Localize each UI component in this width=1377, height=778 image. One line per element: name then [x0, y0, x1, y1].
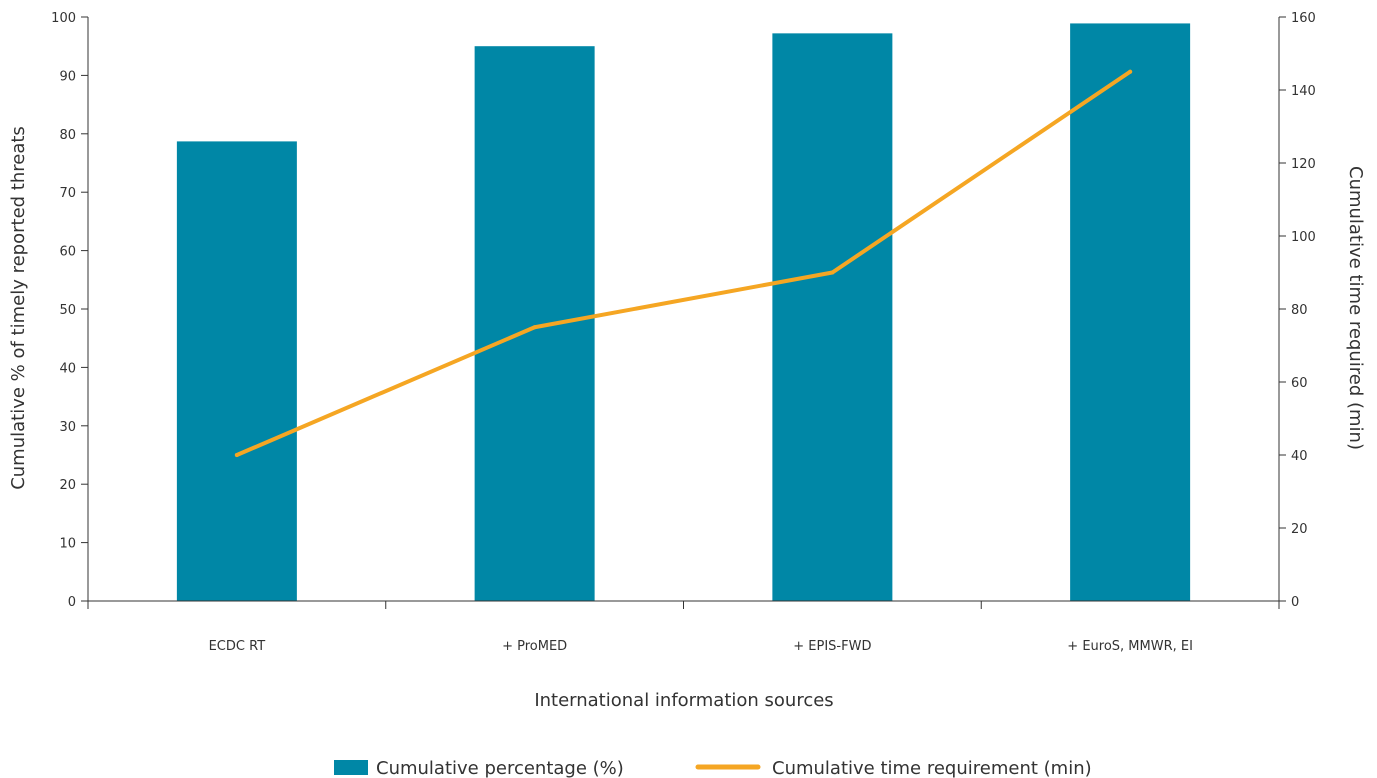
- y2-tick-label: 40: [1291, 449, 1308, 464]
- bars-layer: [176, 23, 1191, 602]
- bar-2: [772, 33, 893, 602]
- bar-1: [474, 46, 595, 601]
- legend-bar-swatch: [334, 760, 368, 775]
- y-tick-label: 70: [59, 186, 76, 201]
- y2-tick-label: 100: [1291, 230, 1316, 245]
- y-axis-left-title: Cumulative % of timely reported threats: [8, 126, 29, 490]
- y-tick-label: 40: [59, 361, 76, 376]
- bar-3: [1070, 23, 1191, 601]
- x-axis-title: International information sources: [534, 690, 833, 711]
- legend-bar-label: Cumulative percentage (%): [376, 758, 624, 778]
- line-point-1: [532, 325, 537, 330]
- y-tick-label: 60: [59, 245, 76, 260]
- legend: Cumulative percentage (%) Cumulative tim…: [334, 758, 1092, 778]
- x-tick-label: + EPIS-FWD: [793, 639, 871, 654]
- x-axis-ticks: ECDC RT + ProMED + EPIS-FWD + EuroS, MMWR, …: [87, 601, 1280, 654]
- y2-tick-label: 160: [1291, 11, 1316, 26]
- y-tick-label: 10: [59, 537, 76, 552]
- y-tick-label: 100: [51, 11, 76, 26]
- y-tick-label: 50: [59, 303, 76, 318]
- y-axis-left-ticks: 0 10 20 30 40 50 60 70 80 90 100: [51, 11, 88, 610]
- y2-tick-label: 140: [1291, 84, 1316, 99]
- y2-tick-label: 80: [1291, 303, 1308, 318]
- y-tick-label: 90: [59, 69, 76, 84]
- line-layer: [234, 69, 1133, 457]
- y-axis-right-ticks: 0 20 40 60 80 100 120 140 160: [1279, 11, 1316, 610]
- line-point-0: [234, 453, 239, 457]
- x-tick-label: + ProMED: [502, 639, 567, 654]
- y-tick-label: 80: [59, 128, 76, 143]
- y2-tick-label: 0: [1291, 595, 1299, 610]
- y2-tick-label: 120: [1291, 157, 1316, 172]
- x-tick-label: + EuroS, MMWR, EI: [1067, 639, 1193, 654]
- x-tick-label: ECDC RT: [209, 639, 266, 654]
- line-point-2: [830, 270, 835, 275]
- line-point-3: [1128, 69, 1133, 74]
- y2-tick-label: 60: [1291, 376, 1308, 391]
- y-axis-right-title: Cumulative time required (min): [1345, 166, 1366, 450]
- y-tick-label: 30: [59, 420, 76, 435]
- legend-line-label: Cumulative time requirement (min): [772, 758, 1092, 778]
- y-tick-label: 0: [68, 595, 76, 610]
- time-requirement-line: [234, 69, 1133, 457]
- y2-tick-label: 20: [1291, 522, 1308, 537]
- y-tick-label: 20: [59, 478, 76, 493]
- bar-0: [176, 141, 297, 601]
